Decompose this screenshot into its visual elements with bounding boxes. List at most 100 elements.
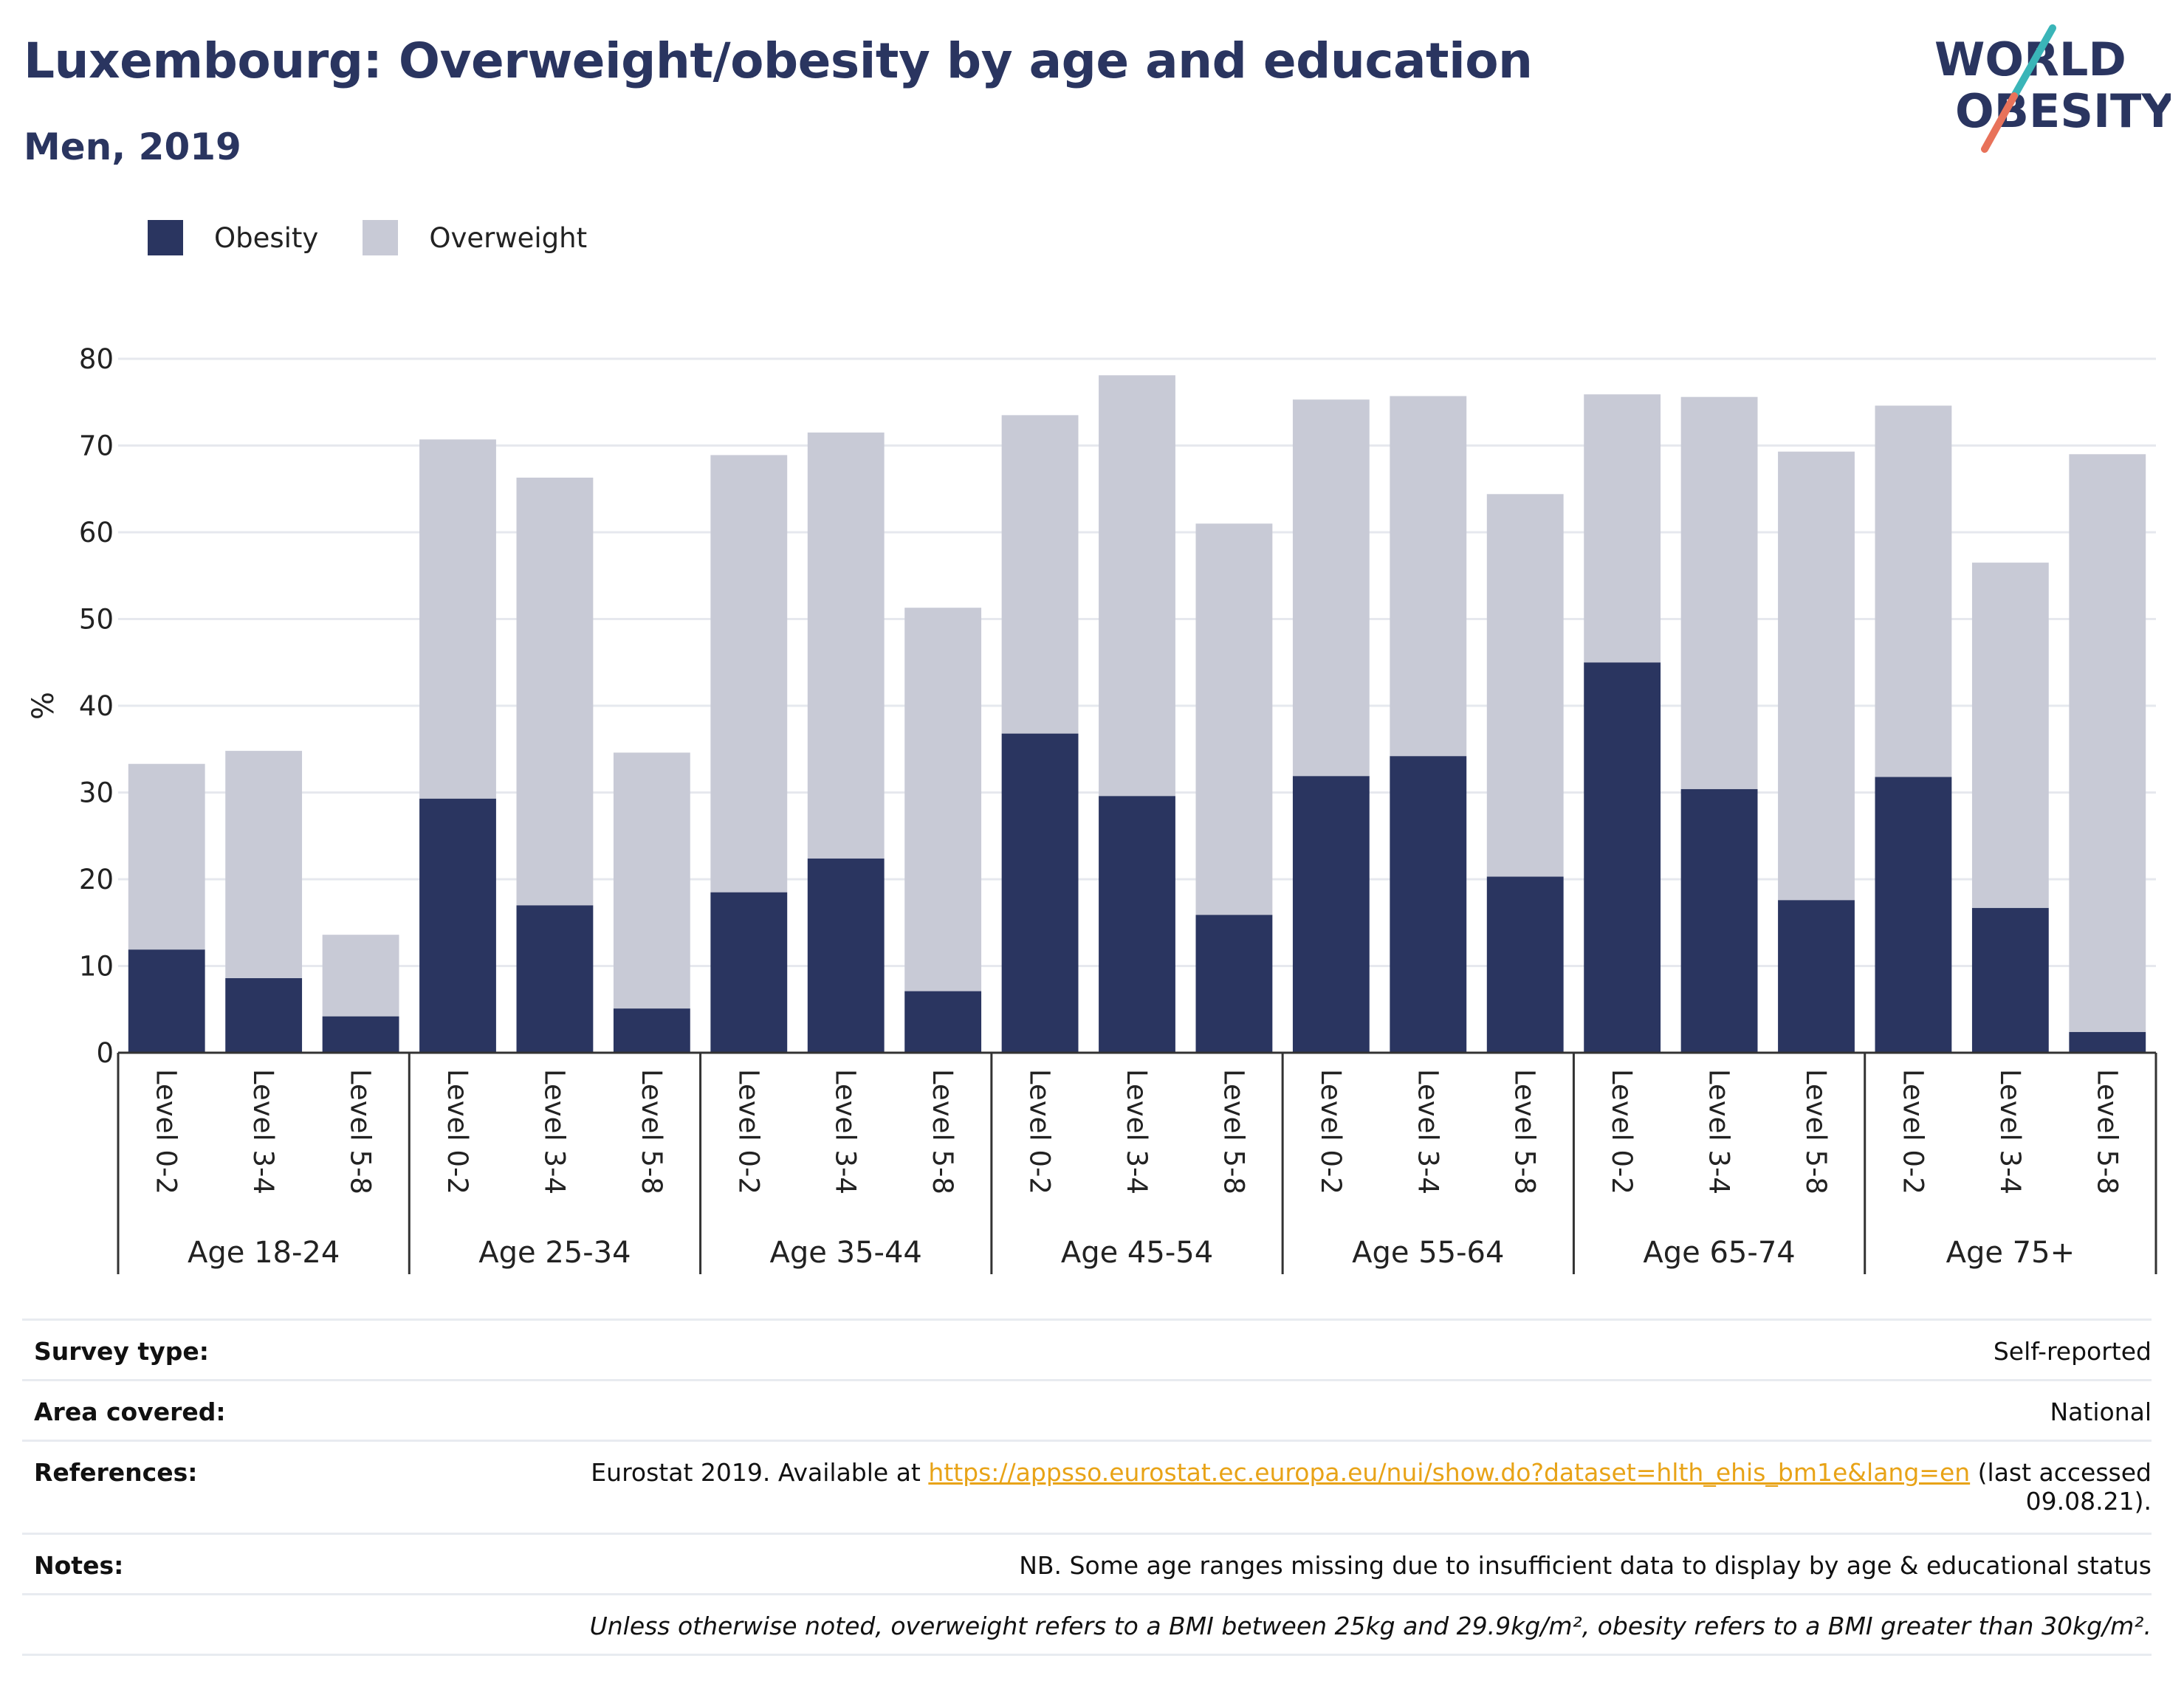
x-sub-label: Level 3-4 bbox=[1703, 1069, 1735, 1194]
y-tick-label: 70 bbox=[79, 430, 114, 462]
logo-line1: WORLD bbox=[1934, 32, 2126, 86]
info-row-footnote: Unless otherwise noted, overweight refer… bbox=[22, 1593, 2152, 1654]
bar-obesity bbox=[2069, 1031, 2146, 1053]
bar-obesity bbox=[1195, 915, 1273, 1053]
bar-overweight bbox=[1099, 375, 1175, 797]
logo-line2: OBESITY bbox=[1955, 84, 2171, 138]
info-row-notes: Notes: NB. Some age ranges missing due t… bbox=[22, 1533, 2152, 1593]
bar-overweight bbox=[1001, 415, 1079, 734]
x-sub-label: Level 3-4 bbox=[538, 1069, 570, 1194]
references-prefix: Eurostat 2019. Available at bbox=[591, 1458, 929, 1487]
x-sub-label: Level 5-8 bbox=[1800, 1069, 1832, 1194]
bar-obesity bbox=[904, 991, 982, 1053]
bar-obesity bbox=[1971, 907, 2049, 1053]
references-value: Eurostat 2019. Available at https://apps… bbox=[591, 1458, 2152, 1516]
bar-overweight bbox=[2069, 454, 2146, 1032]
y-tick-label: 20 bbox=[79, 864, 114, 895]
bar-overweight bbox=[613, 752, 690, 1009]
bar-obesity bbox=[225, 977, 303, 1053]
chart-legend: Obesity Overweight bbox=[148, 219, 631, 257]
x-sub-label: Level 3-4 bbox=[247, 1069, 279, 1194]
bar-overweight bbox=[1875, 405, 1952, 777]
survey-type-value: Self-reported bbox=[1993, 1337, 2152, 1366]
bar-overweight bbox=[322, 935, 399, 1017]
bar-overweight bbox=[1486, 494, 1564, 877]
x-group-label: Age 35-44 bbox=[770, 1236, 922, 1270]
info-row-area-covered: Area covered: National bbox=[22, 1379, 2152, 1440]
x-group-label: Age 25-34 bbox=[478, 1236, 631, 1270]
area-covered-label: Area covered: bbox=[34, 1397, 226, 1426]
y-axis-label: % bbox=[27, 692, 61, 720]
x-sub-label: Level 0-2 bbox=[1024, 1069, 1056, 1194]
bar-obesity bbox=[1778, 900, 1855, 1053]
legend-item-obesity: Obesity bbox=[148, 220, 318, 255]
x-sub-label: Level 5-8 bbox=[2091, 1069, 2123, 1194]
bar-obesity bbox=[1390, 756, 1467, 1053]
x-sub-label: Level 3-4 bbox=[1121, 1069, 1153, 1194]
x-sub-label: Level 5-8 bbox=[345, 1069, 377, 1194]
legend-swatch-obesity bbox=[148, 220, 183, 255]
survey-type-label: Survey type: bbox=[34, 1337, 209, 1366]
bar-obesity bbox=[1584, 662, 1661, 1053]
x-sub-label: Level 0-2 bbox=[442, 1069, 473, 1194]
bar-obesity bbox=[128, 949, 205, 1053]
bar-overweight bbox=[710, 455, 788, 893]
legend-swatch-overweight bbox=[363, 220, 399, 255]
x-sub-label: Level 0-2 bbox=[1897, 1069, 1929, 1194]
chart-title: Luxembourg: Overweight/obesity by age an… bbox=[24, 32, 1533, 89]
stacked-bar-chart: 0 10 20 30 40 50 60 70 80% Level 0-2 Level 3-4 Leve… bbox=[27, 343, 2157, 1274]
x-sub-label: Level 5-8 bbox=[1218, 1069, 1249, 1194]
y-tick-label: 10 bbox=[79, 951, 114, 983]
bar-overweight bbox=[1680, 396, 1758, 789]
x-sub-label: Level 5-8 bbox=[927, 1069, 958, 1194]
x-sub-label: Level 5-8 bbox=[1509, 1069, 1541, 1194]
references-suffix: (last accessed bbox=[1970, 1458, 2152, 1487]
y-tick-label: 80 bbox=[79, 343, 114, 375]
x-group-label: Age 55-64 bbox=[1352, 1236, 1504, 1270]
y-tick-label: 60 bbox=[79, 517, 114, 549]
x-group-label: Age 45-54 bbox=[1061, 1236, 1213, 1270]
bar-overweight bbox=[1584, 394, 1661, 663]
bar-obesity bbox=[419, 798, 496, 1053]
bar-overweight bbox=[128, 763, 205, 950]
x-sub-label: Level 3-4 bbox=[830, 1069, 862, 1194]
bar-obesity bbox=[1680, 788, 1758, 1053]
x-group-label: Age 65-74 bbox=[1643, 1236, 1795, 1270]
x-group-label: Age 75+ bbox=[1946, 1236, 2075, 1270]
footnote-text: Unless otherwise noted, overweight refer… bbox=[589, 1612, 2152, 1640]
info-row-survey-type: Survey type: Self-reported bbox=[22, 1318, 2152, 1379]
info-row-references: References: Eurostat 2019. Available at … bbox=[22, 1440, 2152, 1533]
y-tick-label: 0 bbox=[96, 1037, 114, 1069]
bar-obesity bbox=[1001, 733, 1079, 1053]
bar-overweight bbox=[225, 751, 303, 978]
bar-obesity bbox=[1875, 777, 1952, 1053]
info-bottom-rule bbox=[22, 1654, 2152, 1656]
bar-overweight bbox=[1195, 523, 1273, 915]
references-date: 09.08.21). bbox=[2025, 1487, 2152, 1516]
x-sub-label: Level 3-4 bbox=[1412, 1069, 1443, 1194]
x-sub-label: Level 0-2 bbox=[151, 1069, 182, 1194]
bar-overweight bbox=[1292, 399, 1370, 777]
bar-overweight bbox=[904, 608, 982, 991]
legend-label-obesity: Obesity bbox=[214, 221, 319, 254]
x-group-label: Age 18-24 bbox=[188, 1236, 340, 1270]
x-sub-label: Level 0-2 bbox=[1606, 1069, 1638, 1194]
y-tick-label: 50 bbox=[79, 604, 114, 636]
x-sub-label: Level 0-2 bbox=[732, 1069, 764, 1194]
bar-overweight bbox=[1971, 563, 2049, 908]
logo-slash-teal bbox=[2010, 24, 2056, 100]
bar-overweight bbox=[1778, 451, 1855, 901]
legend-item-overweight: Overweight bbox=[363, 220, 587, 255]
area-covered-value: National bbox=[2050, 1397, 2152, 1426]
references-label: References: bbox=[34, 1458, 198, 1487]
bar-overweight bbox=[1390, 396, 1467, 757]
bar-overweight bbox=[419, 439, 496, 799]
bar-obesity bbox=[1486, 876, 1564, 1053]
bar-obesity bbox=[1099, 796, 1175, 1053]
bar-overweight bbox=[516, 477, 594, 906]
notes-value: NB. Some age ranges missing due to insuf… bbox=[1019, 1551, 2152, 1580]
bar-obesity bbox=[322, 1016, 399, 1053]
y-tick-label: 40 bbox=[79, 690, 114, 722]
chart-subtitle: Men, 2019 bbox=[24, 126, 241, 168]
references-link[interactable]: https://appsso.eurostat.ec.europa.eu/nui… bbox=[928, 1458, 1971, 1487]
